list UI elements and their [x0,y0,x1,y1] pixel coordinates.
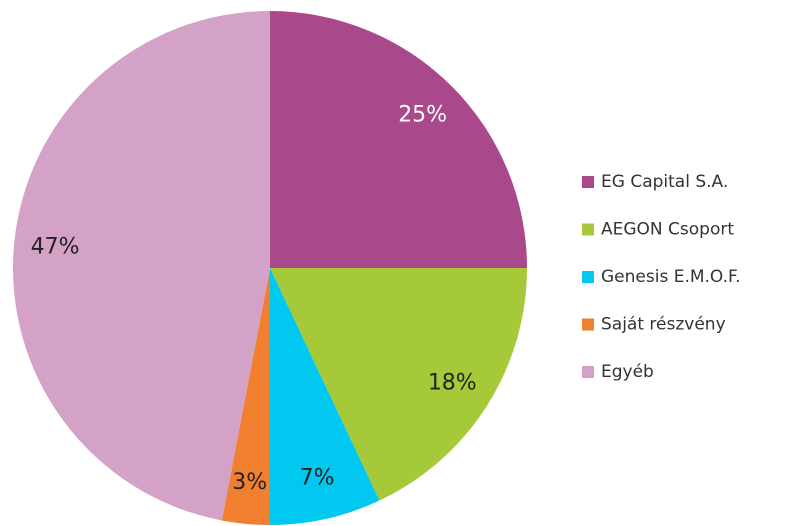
legend-label: AEGON Csoport [601,220,734,240]
legend-label: Saját részvény [601,315,726,335]
pie-slice [270,268,380,525]
pie-slice [12,11,270,521]
legend-swatch [582,318,594,331]
legend-label: Genesis E.M.O.F. [601,267,740,287]
value-label: 7% [300,466,335,491]
value-label: 25% [398,102,447,127]
legend-label: EG Capital S.A. [601,172,728,192]
pie-slice [270,268,527,501]
pie-slice [270,11,527,268]
legend-swatch [582,176,594,188]
legend-swatch [582,271,594,283]
legend-label: Egyéb [601,362,654,382]
value-label: 18% [428,371,477,396]
legend-swatch [582,223,594,236]
value-label: 47% [31,235,80,260]
value-label: 3% [232,470,267,495]
pie-slice [221,268,270,525]
legend-swatch [582,366,594,378]
